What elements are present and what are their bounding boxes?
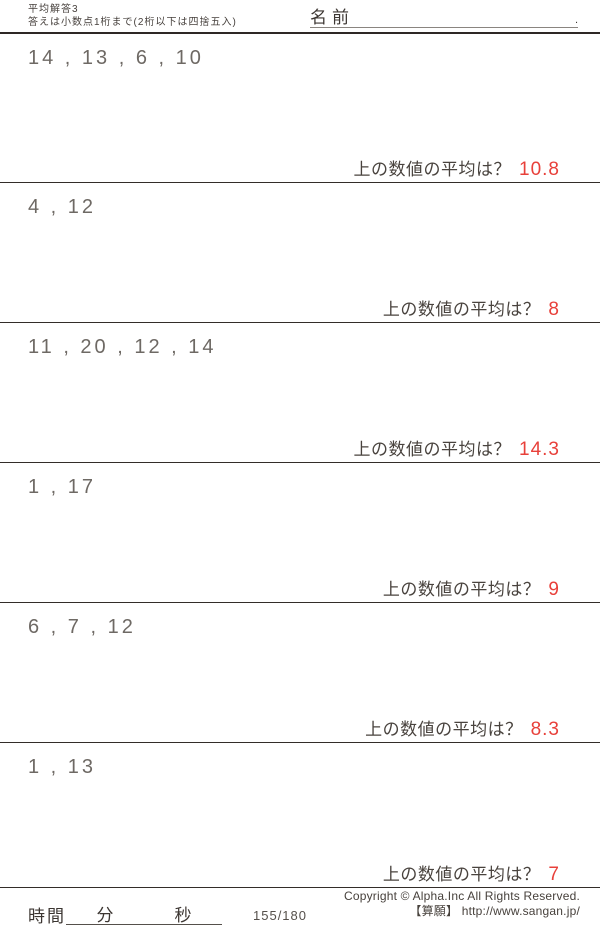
answer-value: 7 — [548, 864, 560, 885]
answer-row: 上の数値の平均は？ 9 — [383, 575, 560, 601]
problem-numbers: 4 , 12 — [28, 196, 97, 218]
header-title-block: 平均解答3 答えは小数点1桁まで(2桁以下は四捨五入) — [28, 3, 237, 29]
name-line-dot: . — [574, 14, 578, 26]
problem-section-5: 6 , 7 , 12 上の数値の平均は？ 8.3 — [0, 603, 600, 743]
problem-numbers: 1 , 17 — [28, 476, 97, 498]
answer-row: 上の数値の平均は？ 14.3 — [354, 435, 560, 461]
problem-section-2: 4 , 12 上の数値の平均は？ 8 — [0, 183, 600, 323]
problem-numbers: 11 , 20 , 12 , 14 — [28, 336, 217, 358]
answer-prompt: 上の数値の平均は？ — [382, 580, 541, 599]
time-field: 時間 分 秒 — [28, 907, 222, 925]
problem-section-6: 1 , 13 上の数値の平均は？ 7 — [0, 743, 600, 888]
answer-value: 9 — [548, 579, 560, 600]
problem-numbers: 1 , 13 — [28, 756, 97, 778]
copyright-line2: 【算願】 http://www.sangan.jp/ — [409, 904, 580, 918]
seconds-label: 秒 — [174, 906, 192, 925]
copyright-line1: Copyright © Alpha.Inc All Rights Reserve… — [343, 889, 580, 903]
worksheet-header: 平均解答3 答えは小数点1桁まで(2桁以下は四捨五入) 名前 . — [0, 0, 600, 34]
worksheet-footer: 時間 分 秒 155/180 Copyright © Alpha.Inc All… — [0, 888, 600, 934]
answer-prompt: 上の数値の平均は？ — [382, 865, 541, 884]
answer-row: 上の数値の平均は？ 10.8 — [354, 155, 560, 181]
name-field: 名前 . — [310, 4, 578, 28]
time-label: 時間 — [28, 907, 66, 926]
answer-row: 上の数値の平均は？ 8 — [383, 295, 560, 321]
answer-value: 8.3 — [530, 719, 560, 740]
copyright-block: Copyright © Alpha.Inc All Rights Reserve… — [344, 889, 580, 919]
worksheet-subtitle: 答えは小数点1桁まで(2桁以下は四捨五入) — [28, 17, 237, 28]
minutes-label: 分 — [96, 906, 114, 925]
answer-prompt: 上の数値の平均は？ — [382, 300, 541, 319]
answer-prompt: 上の数値の平均は？ — [353, 440, 512, 459]
answer-prompt: 上の数値の平均は？ — [353, 160, 512, 179]
answer-prompt: 上の数値の平均は？ — [365, 720, 523, 739]
answer-row: 上の数値の平均は？ 8.3 — [365, 715, 560, 741]
worksheet-title: 平均解答3 — [28, 4, 79, 15]
problem-section-4: 1 , 17 上の数値の平均は？ 9 — [0, 463, 600, 603]
time-underline: 分 秒 — [66, 907, 222, 925]
page-number: 155/180 — [253, 908, 307, 923]
answer-row: 上の数値の平均は？ 7 — [383, 860, 560, 886]
problem-section-3: 11 , 20 , 12 , 14 上の数値の平均は？ 14.3 — [0, 323, 600, 463]
answer-value: 8 — [548, 299, 560, 320]
problem-section-1: 14 , 13 , 6 , 10 上の数値の平均は？ 10.8 — [0, 34, 600, 183]
problem-numbers: 14 , 13 , 6 , 10 — [28, 47, 204, 69]
answer-value: 14.3 — [519, 439, 560, 460]
problem-numbers: 6 , 7 , 12 — [28, 616, 136, 638]
name-label: 名前 — [310, 8, 354, 27]
answer-value: 10.8 — [519, 159, 560, 180]
